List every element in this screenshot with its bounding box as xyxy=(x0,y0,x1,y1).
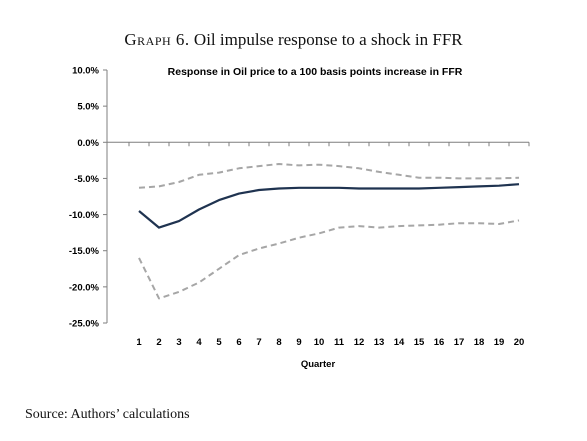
y-tick-label: -25.0% xyxy=(69,319,100,330)
graph-caption: Graph 6. Oil impulse response to a shock… xyxy=(0,30,587,50)
x-tick-label: 11 xyxy=(334,337,345,348)
x-tick-label: 19 xyxy=(494,337,505,348)
y-tick-label: 0.0% xyxy=(77,138,99,149)
y-tick-label: -15.0% xyxy=(69,246,100,257)
x-tick-label: 14 xyxy=(394,337,405,348)
x-tick-label: 6 xyxy=(236,337,241,348)
graph-caption-prefix: Graph 6. xyxy=(124,30,190,49)
x-tick-label: 2 xyxy=(156,337,161,348)
x-tick-label: 15 xyxy=(414,337,425,348)
y-tick-label: -10.0% xyxy=(69,210,100,221)
graph-caption-text: Oil impulse response to a shock in FFR xyxy=(193,30,463,49)
x-tick-label: 18 xyxy=(474,337,485,348)
x-tick-label: 5 xyxy=(216,337,222,348)
x-axis-title: Quarter xyxy=(301,359,336,370)
x-tick-label: 13 xyxy=(374,337,385,348)
x-tick-label: 1 xyxy=(136,337,142,348)
x-axis: 1 2 3 4 5 6 7 8 9 10 11 12 13 14 15 16 17 18 19 20 xyxy=(107,141,530,348)
y-tick-label: -20.0% xyxy=(69,282,100,293)
x-tick-label: 17 xyxy=(454,337,465,348)
series-line-lower-bound xyxy=(138,219,520,300)
y-tick-label: -5.0% xyxy=(74,174,99,185)
x-tick-label: 10 xyxy=(314,337,325,348)
y-tick-label: 5.0% xyxy=(77,102,99,113)
series-line-estimate xyxy=(138,183,520,229)
x-tick-label: 7 xyxy=(256,337,261,348)
y-axis: 10.0% 5.0% 0.0% -5.0% -10.0% -15.0% -20.0% -25.… xyxy=(69,66,108,330)
series-layer xyxy=(138,163,520,300)
x-tick-label: 3 xyxy=(176,337,181,348)
x-tick-label: 9 xyxy=(296,337,301,348)
chart-title: Response in Oil price to a 100 basis poi… xyxy=(168,66,463,78)
x-tick-label: 4 xyxy=(196,337,202,348)
x-tick-label: 16 xyxy=(434,337,445,348)
series-line-upper-bound xyxy=(138,163,520,189)
y-tick-label: 10.0% xyxy=(72,66,99,77)
x-tick-label: 12 xyxy=(354,337,365,348)
source-note: Source: Authors’ calculations xyxy=(25,407,190,422)
x-tick-label: 8 xyxy=(276,337,281,348)
x-tick-label: 20 xyxy=(514,337,525,348)
